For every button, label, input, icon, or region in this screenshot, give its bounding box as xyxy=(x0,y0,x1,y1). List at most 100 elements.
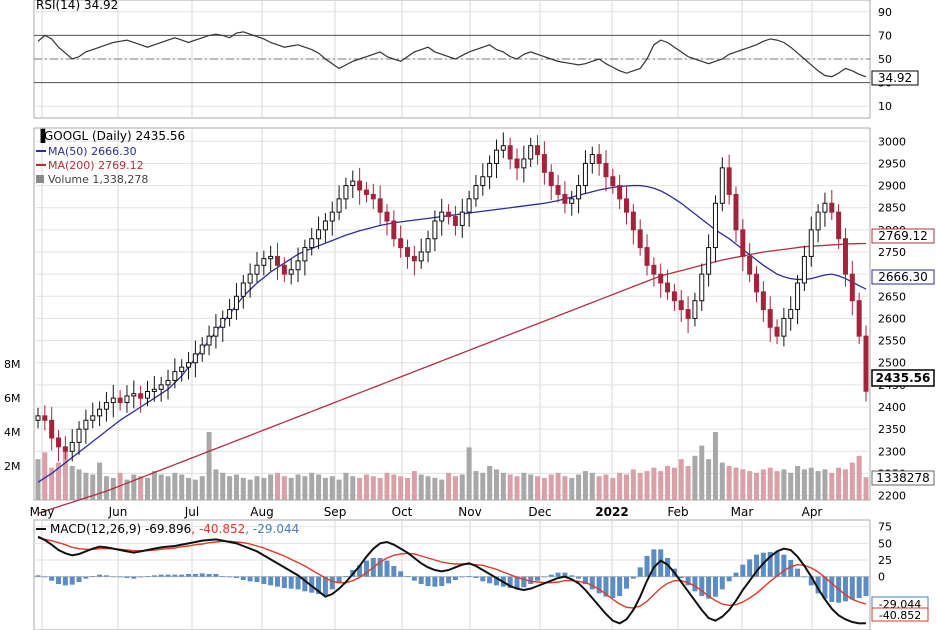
candle-body xyxy=(480,176,486,187)
volume-bar xyxy=(466,447,472,500)
macd-hist-bar xyxy=(493,576,499,586)
volume-bar xyxy=(398,476,404,500)
candle-body xyxy=(35,415,41,421)
volume-bar xyxy=(220,472,226,500)
month-label: Sep xyxy=(324,505,347,519)
volume-bar xyxy=(562,476,568,500)
candle-body xyxy=(541,154,547,173)
macd-panel: 75 50 25 0 MACD(12,26,9) -69.896, -40.852, … xyxy=(33,519,929,630)
macd-hist-bar xyxy=(425,576,431,586)
candle-body xyxy=(801,255,807,284)
candle-body xyxy=(521,158,527,169)
volume-bar xyxy=(42,452,48,500)
candle-body xyxy=(179,366,185,373)
volume-tick-label: 8M xyxy=(4,358,21,371)
rsi-title: RSI(14) 34.92 xyxy=(36,0,118,12)
candle-body xyxy=(562,193,568,204)
macd-hist-bar xyxy=(186,574,192,577)
volume-bar xyxy=(316,474,322,500)
candle-body xyxy=(90,415,96,421)
rsi-tick-label: 10 xyxy=(878,100,892,113)
volume-bar xyxy=(172,472,178,500)
macd-hist-bar xyxy=(322,576,328,596)
price-frame xyxy=(33,127,871,501)
macd-hist-bar xyxy=(754,554,760,577)
macd-hist-bar xyxy=(781,554,787,577)
candle-body xyxy=(569,198,575,204)
macd-hist-bar xyxy=(179,574,185,577)
volume-bar xyxy=(151,471,157,500)
price-grid xyxy=(33,127,871,501)
price-tick-label: 2950 xyxy=(878,157,906,170)
candle-body xyxy=(644,247,650,266)
volume-bar xyxy=(603,474,609,500)
candle-body xyxy=(151,388,157,392)
volume-bar xyxy=(76,469,82,500)
legend-ticker: GOOGL (Daily) 2435.56 xyxy=(44,129,185,143)
candle-body xyxy=(172,371,178,381)
volume-bar xyxy=(685,466,691,500)
macd-hist-bar xyxy=(295,576,301,590)
volume-bar xyxy=(507,474,513,500)
candle-body xyxy=(774,326,780,337)
volume-bar xyxy=(165,476,171,500)
macd-hist-bar xyxy=(418,576,424,584)
volume-bar xyxy=(459,474,465,500)
macd-hist-bar xyxy=(172,574,178,577)
price-tick-label: 2900 xyxy=(878,180,906,193)
volume-bar xyxy=(651,467,657,500)
candle-body xyxy=(281,264,287,275)
volume-bar xyxy=(774,471,780,500)
candle-body xyxy=(760,291,766,311)
macd-hist-bar xyxy=(747,559,753,577)
macd-hist-bar xyxy=(582,576,588,584)
candle-body xyxy=(856,300,862,337)
macd-hist-bar xyxy=(623,576,629,589)
volume-bar xyxy=(268,474,274,500)
macd-hist-bar xyxy=(165,574,171,577)
volume-bar xyxy=(658,471,664,500)
volume-bar xyxy=(849,462,855,500)
macd-hist-bar xyxy=(712,576,718,597)
candle-body xyxy=(671,291,677,302)
candle-body xyxy=(254,264,260,275)
macd-hist-bar xyxy=(363,560,369,577)
volume-bar xyxy=(712,432,718,500)
price-tick-label: 2350 xyxy=(878,423,906,436)
candle-body xyxy=(405,247,411,257)
candle-body xyxy=(658,273,664,284)
macd-hist-bar xyxy=(596,576,602,594)
ma50-value-box xyxy=(871,269,935,285)
volume-bar xyxy=(569,477,575,500)
macd-hist-bar xyxy=(658,549,664,577)
rsi-line xyxy=(37,31,867,78)
macd-hist-bar xyxy=(726,576,732,582)
macd-hist-bar xyxy=(603,576,609,597)
candle-body xyxy=(685,309,691,319)
price-tick-label: 2300 xyxy=(878,445,906,458)
macd-hist-bar xyxy=(795,568,801,577)
candle-body xyxy=(42,415,48,421)
macd-signal-box-label: -40.852 xyxy=(879,609,921,622)
volume-bar xyxy=(377,477,383,500)
month-label: Mar xyxy=(731,505,754,519)
volume-bar xyxy=(233,474,239,500)
volume-bar xyxy=(767,467,773,500)
volume-bar xyxy=(343,472,349,500)
candle-body xyxy=(343,185,349,200)
month-axis: May Jun Jul Aug Sep Oct Nov Dec 2022 Feb Mar Apr xyxy=(30,505,823,519)
volume-bar xyxy=(350,476,356,500)
candle-body xyxy=(316,229,322,240)
last-price-label: 2435.56 xyxy=(876,371,931,385)
candle-body xyxy=(165,379,171,386)
month-label: Jun xyxy=(108,505,128,519)
candle-body xyxy=(665,282,671,293)
volume-bar xyxy=(589,472,595,500)
candle-body xyxy=(432,220,438,240)
macd-hist-bar xyxy=(213,574,219,577)
candle-body xyxy=(186,362,192,368)
macd-hist-bar xyxy=(42,576,48,578)
macd-hist-bar xyxy=(487,576,493,584)
candle-body xyxy=(623,198,629,213)
